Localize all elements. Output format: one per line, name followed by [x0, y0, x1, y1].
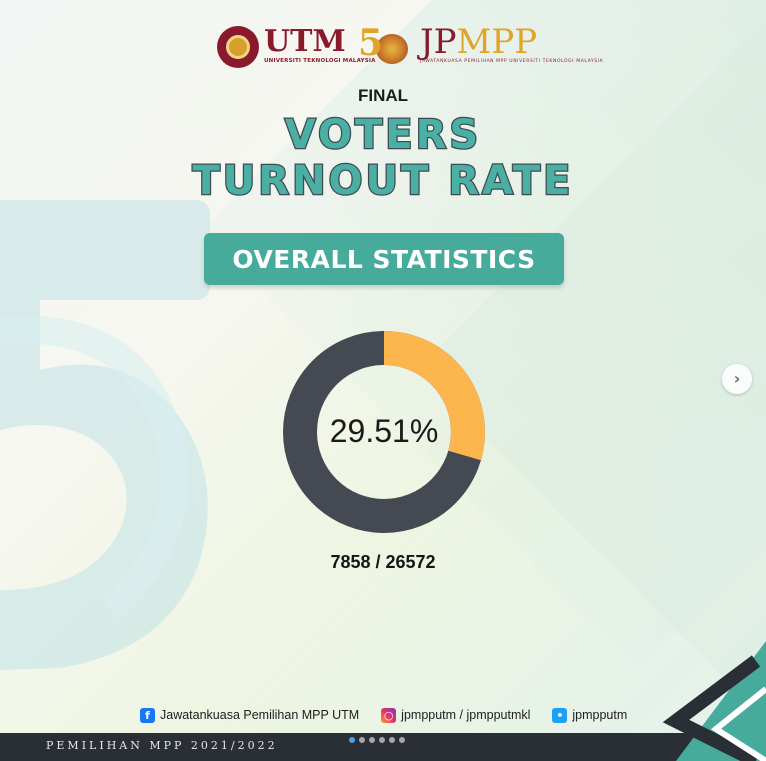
- turnout-percentage: 29.51%: [329, 413, 439, 449]
- carousel-dot[interactable]: [399, 737, 405, 743]
- title-line-turnout-rate: TURNOUT RATE: [191, 157, 574, 206]
- instagram-icon: ○: [381, 707, 397, 723]
- twitter-icon: •: [552, 707, 568, 723]
- social-links: f Jawatankuasa Pemilihan MPP UTM ○ jpmpp…: [140, 705, 649, 725]
- anniversary-logo: 5: [358, 22, 412, 70]
- twitter-handle: jpmpputm: [572, 708, 628, 722]
- utm-logo-text: UTM: [264, 24, 346, 59]
- title-line-voters: VOTERS: [284, 111, 482, 160]
- carousel-dot[interactable]: [359, 737, 365, 743]
- social-twitter: • jpmpputm: [552, 707, 628, 723]
- background-five-graphic: [0, 200, 210, 670]
- voter-counts: 7858 / 26572: [330, 552, 436, 572]
- social-facebook: f Jawatankuasa Pemilihan MPP UTM: [140, 707, 360, 723]
- utm-seal-logo: [217, 26, 259, 68]
- overall-statistics-label: OVERALL STATISTICS: [232, 244, 536, 274]
- footer-text: PEMILIHAN MPP 2021/2022: [46, 739, 278, 752]
- carousel-dot[interactable]: [379, 737, 385, 743]
- social-instagram: ○ jpmpputm / jpmpputmkl: [381, 707, 531, 723]
- carousel-dot[interactable]: [369, 737, 375, 743]
- chevron-right-icon: ›: [733, 369, 741, 388]
- final-label: FINAL: [357, 86, 409, 105]
- jpmpp-logo-text: JPMPP: [420, 22, 538, 62]
- jpmpp-logo-subtitle: JAWATANKUASA PEMILIHAN MPP UNIVERSITI TE…: [420, 59, 604, 64]
- logo-strip: UTM UNIVERSITI TEKNOLOGI MALAYSIA 5 JPMP…: [0, 22, 766, 74]
- facebook-icon: f: [140, 707, 155, 723]
- carousel-dot[interactable]: [389, 737, 395, 743]
- facebook-handle: Jawatankuasa Pemilihan MPP UTM: [160, 708, 360, 722]
- carousel-dot[interactable]: [349, 737, 355, 743]
- corner-chevron-decoration: [662, 641, 766, 761]
- instagram-handle: jpmpputm / jpmpputmkl: [401, 708, 531, 722]
- carousel-next-button[interactable]: ›: [722, 364, 752, 394]
- turnout-donut-chart: [283, 331, 485, 533]
- overall-statistics-banner: OVERALL STATISTICS: [204, 233, 564, 285]
- utm-logo-subtitle: UNIVERSITI TEKNOLOGI MALAYSIA: [264, 58, 376, 64]
- carousel-indicators: [349, 737, 405, 743]
- donut-fill-arc: [283, 331, 485, 533]
